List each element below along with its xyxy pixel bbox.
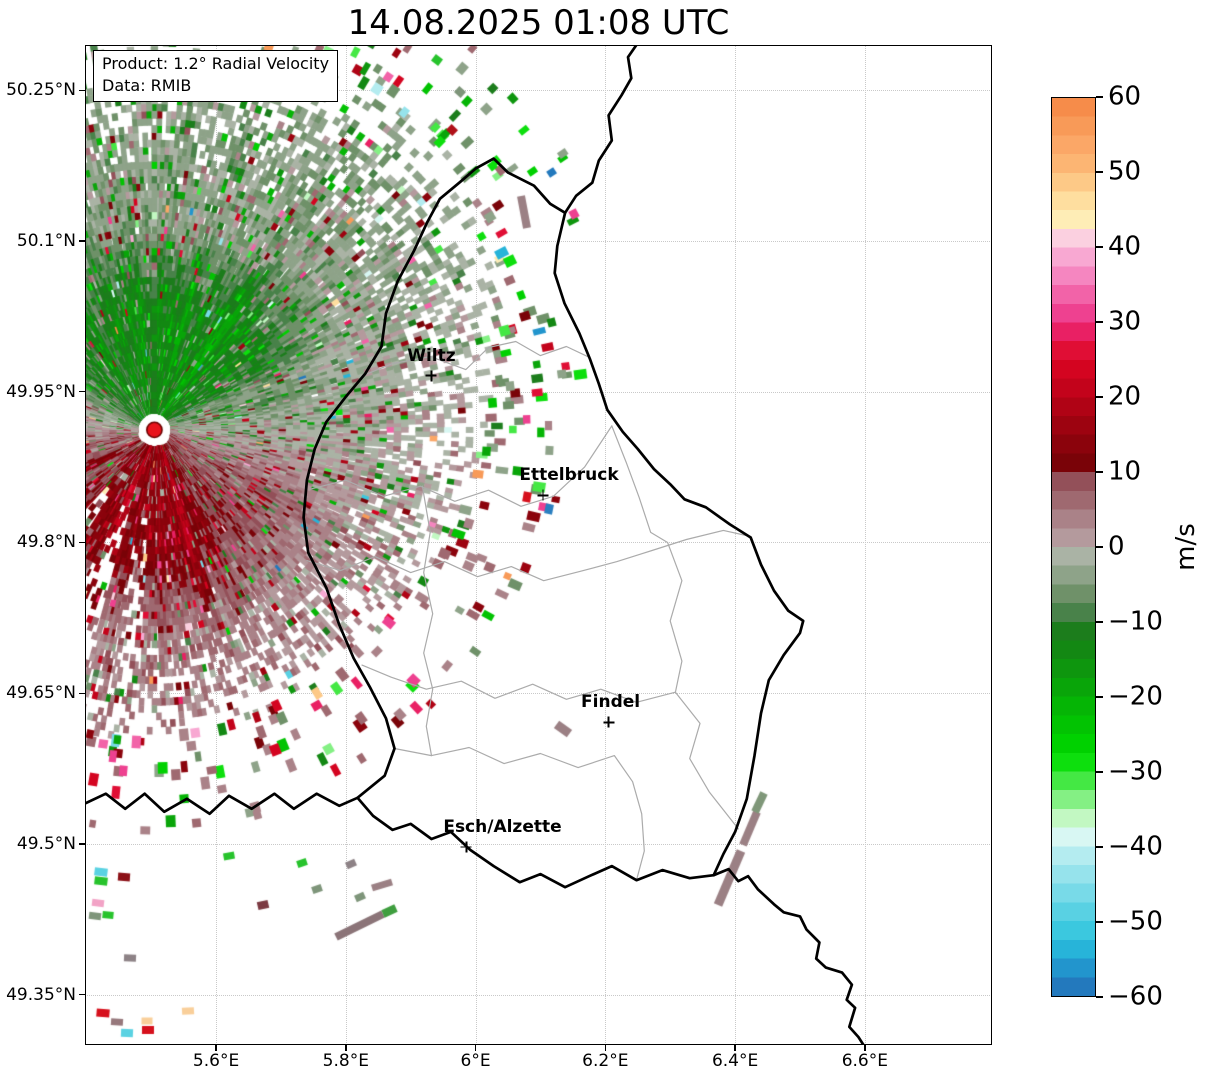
y-tickmark [79, 541, 85, 544]
map-plot-area: Wiltz Ettelbruck Findel Esch/Alzette Produc… [85, 45, 992, 1045]
colorbar [1051, 97, 1096, 997]
colorbar-tick-label: 20 [1108, 381, 1142, 412]
city-marker-icon [603, 716, 615, 728]
x-tick-label: 6°E [460, 1051, 491, 1071]
x-tickmark [604, 1045, 606, 1051]
city-label: Ettelbruck [519, 465, 619, 486]
colorbar-tickmark [1096, 846, 1103, 848]
y-tickmark [79, 89, 85, 91]
y-tickmark [79, 240, 85, 242]
colorbar-tick-label: 50 [1108, 156, 1142, 187]
y-tickmark [79, 391, 85, 393]
city-label: Esch/Alzette [443, 817, 562, 837]
colorbar-tickmark [1096, 621, 1103, 623]
district-border-path [306, 529, 752, 582]
y-tick-label: 49.35°N [6, 984, 76, 1005]
district-border-path [421, 485, 434, 757]
x-tickmark [474, 1045, 477, 1051]
y-tickmark [79, 994, 85, 996]
colorbar-tickmark [1096, 471, 1103, 473]
x-tick-label: 6.6°E [841, 1051, 888, 1071]
data-source-label: Data: RMIB [102, 76, 192, 96]
colorbar-tick-label: 60 [1108, 81, 1142, 112]
radar-velocity-field-canvas [85, 45, 992, 1045]
x-tick-label: 5.6°E [192, 1051, 240, 1071]
x-tick-label: 6.4°E [711, 1051, 759, 1071]
city-marker-bar [465, 841, 468, 853]
district-border-path [361, 664, 676, 703]
y-tick-label: 50.25°N [6, 80, 76, 101]
y-tickmark [79, 692, 85, 694]
country-border-path [302, 157, 805, 889]
colorbar-tick-label: 30 [1108, 306, 1142, 337]
country-border-path [85, 792, 359, 816]
y-tick-label: 49.95°N [6, 381, 76, 402]
colorbar-tick-label: −30 [1108, 756, 1163, 787]
colorbar-tickmark [1096, 771, 1103, 773]
product-label: Product: 1.2° Radial Velocity [102, 54, 330, 73]
x-tick-label: 5.8°E [322, 1051, 369, 1071]
district-border-path [364, 340, 591, 376]
colorbar-tick-label: 0 [1108, 531, 1125, 562]
colorbar-tickmark [1096, 696, 1103, 698]
colorbar-tick-label: 10 [1108, 456, 1142, 487]
country-border-path [712, 867, 866, 1045]
x-tickmark [215, 1045, 217, 1051]
district-border-path [674, 691, 739, 830]
city-marker-icon [460, 841, 472, 853]
colorbar-tick-label: −60 [1108, 981, 1163, 1012]
city-marker-bar [607, 716, 610, 728]
x-tickmark [345, 1045, 347, 1051]
colorbar-tickmark [1096, 246, 1103, 248]
city-label: Findel [581, 692, 641, 713]
colorbar-tickmark [1096, 96, 1103, 98]
colorbar-tickmark [1096, 921, 1103, 923]
colorbar-tickmark [1096, 996, 1103, 998]
x-tick-label: 6.2°E [582, 1051, 629, 1071]
district-border-path [393, 746, 645, 881]
y-tick-label: 49.5°N [16, 833, 76, 854]
city-marker-icon [425, 370, 437, 382]
colorbar-tickmark [1096, 546, 1103, 548]
country-borders-layer [85, 45, 866, 1045]
colorbar-tick-label: −20 [1108, 681, 1163, 712]
y-tick-label: 49.8°N [16, 532, 76, 553]
x-tickmark [864, 1045, 866, 1051]
colorbar-tick-label: 40 [1108, 231, 1142, 262]
y-tick-label: 50.1°N [16, 230, 76, 251]
colorbar-tick-label: −10 [1108, 606, 1163, 637]
city-marker-bar [430, 370, 433, 382]
plot-title: 14.08.2025 01:08 UTC [347, 3, 730, 43]
district-border-path [611, 425, 683, 693]
city-label: Wiltz [407, 345, 456, 366]
colorbar-unit-label: m/s [1171, 523, 1201, 571]
colorbar-tick-label: −50 [1108, 906, 1163, 937]
product-info-box: Product: 1.2° Radial Velocity Data: RMIB [93, 50, 339, 103]
country-border-path [563, 45, 639, 215]
colorbar-tickmark [1096, 396, 1103, 398]
city-marker-icon [537, 489, 549, 501]
colorbar-tick-label: −40 [1108, 831, 1163, 862]
colorbar-tickmark [1096, 171, 1103, 173]
y-tickmark [79, 843, 85, 845]
x-tickmark [734, 1045, 736, 1051]
city-marker-bar [542, 489, 544, 501]
colorbar-tickmark [1096, 321, 1103, 323]
y-tick-label: 49.65°N [6, 683, 76, 704]
district-border-path [309, 425, 613, 507]
